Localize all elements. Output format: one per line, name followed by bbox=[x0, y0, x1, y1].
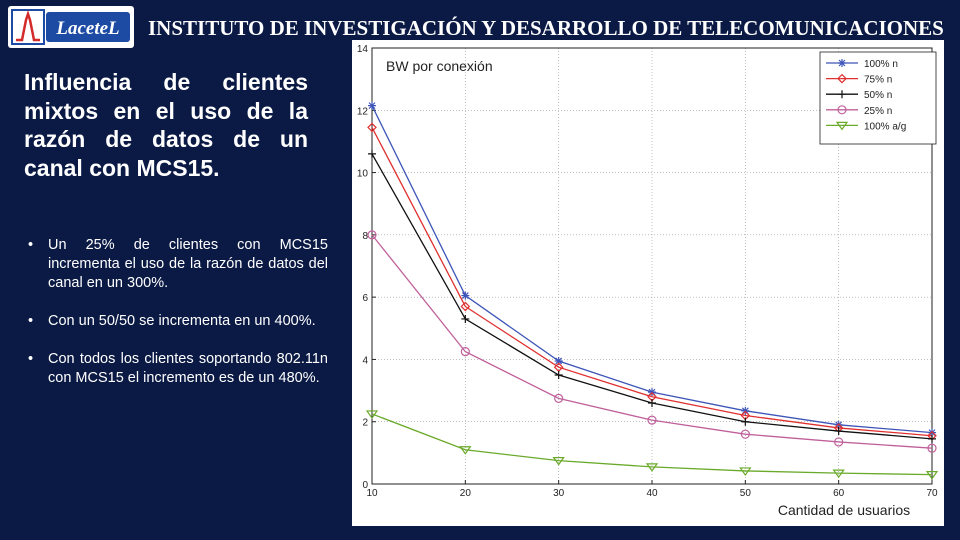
legend-label: 100% n bbox=[864, 59, 898, 70]
data-point bbox=[739, 467, 752, 476]
data-point bbox=[365, 410, 379, 419]
x-tick-label: 70 bbox=[926, 488, 938, 499]
series-line bbox=[371, 234, 933, 449]
x-axis-label: Cantidad de usuarios bbox=[748, 498, 940, 522]
y-tick-label: 14 bbox=[357, 44, 369, 55]
bullet-text: Con todos los clientes soportando 802.11… bbox=[48, 351, 328, 386]
data-point bbox=[645, 463, 659, 472]
legend-label: 100% a/g bbox=[864, 121, 906, 132]
y-tick-label: 2 bbox=[362, 418, 368, 429]
y-axis-label: BW por conexión bbox=[386, 58, 493, 74]
data-point bbox=[552, 457, 565, 466]
data-point bbox=[834, 420, 843, 429]
data-point bbox=[554, 393, 564, 403]
data-point bbox=[741, 417, 750, 426]
data-point bbox=[928, 428, 936, 437]
data-point bbox=[368, 101, 376, 110]
data-point bbox=[461, 314, 470, 323]
bullet-dot: • bbox=[28, 237, 34, 253]
data-point bbox=[927, 443, 937, 453]
data-point bbox=[647, 415, 657, 425]
y-tick-label: 8 bbox=[362, 231, 368, 242]
y-tick-label: 6 bbox=[362, 293, 368, 304]
header-title: INSTITUTO DE INVESTIGACIÓN Y DESARROLLO … bbox=[148, 16, 944, 40]
data-point bbox=[367, 230, 377, 240]
legend-box bbox=[819, 51, 937, 145]
x-tick-label: 50 bbox=[740, 488, 752, 499]
data-point bbox=[554, 371, 563, 379]
legend-label: 50% n bbox=[864, 90, 892, 101]
legend-marker bbox=[835, 121, 849, 131]
bullet-item: • Con todos los clientes soportando 802.1… bbox=[24, 350, 328, 388]
legend-label: 75% n bbox=[864, 75, 892, 86]
chart-plot: 10 20 30 40 50 60 70 0 2 4 6 8 10 12 14 100% n 75% n 50% … bbox=[357, 44, 939, 499]
logo-text: LaceteL bbox=[55, 18, 119, 39]
data-point bbox=[834, 427, 843, 436]
slide-title: Influencia de clientes mixtos en el uso … bbox=[24, 69, 308, 181]
x-tick-label: 60 bbox=[833, 488, 845, 499]
data-point bbox=[740, 429, 750, 439]
bullet-item: • Un 25% de clientes con MCS15 incrementa… bbox=[24, 236, 328, 293]
bullet-list: • Un 25% de clientes con MCS15 incrementa… bbox=[24, 236, 328, 407]
data-point bbox=[832, 469, 845, 479]
series-line bbox=[371, 413, 933, 476]
data-point bbox=[648, 399, 656, 408]
data-point bbox=[554, 356, 563, 365]
data-point bbox=[368, 149, 376, 158]
x-tick-label: 20 bbox=[460, 488, 472, 499]
data-point bbox=[834, 437, 844, 447]
data-point bbox=[461, 291, 470, 300]
y-tick-label: 10 bbox=[357, 169, 369, 180]
lacetel-logo-graphic: LaceteL bbox=[11, 9, 130, 45]
legend-marker bbox=[837, 105, 847, 115]
bullet-dot: • bbox=[28, 351, 34, 367]
x-tick-label: 10 bbox=[366, 488, 378, 499]
data-point bbox=[459, 446, 472, 455]
bullet-item: • Con un 50/50 se incrementa en un 400%. bbox=[24, 312, 328, 331]
lacetel-logo: LaceteL bbox=[8, 6, 134, 48]
chart: 10 20 30 40 50 60 70 0 2 4 6 8 10 12 14 100% n 75% n 50% … bbox=[352, 40, 944, 526]
legend-marker bbox=[838, 59, 846, 67]
data-point bbox=[460, 347, 470, 357]
data-point bbox=[925, 471, 939, 480]
data-point bbox=[367, 122, 377, 133]
bullet-dot: • bbox=[28, 313, 34, 329]
y-tick-label: 0 bbox=[362, 480, 368, 491]
y-tick-label: 4 bbox=[362, 355, 368, 366]
series-line bbox=[371, 105, 933, 434]
data-point bbox=[460, 301, 471, 312]
x-tick-label: 40 bbox=[646, 488, 658, 499]
data-point bbox=[928, 434, 936, 443]
legend-marker bbox=[838, 90, 846, 99]
legend-label: 25% n bbox=[864, 106, 892, 117]
legend-marker bbox=[837, 73, 847, 84]
x-tick-label: 30 bbox=[553, 488, 565, 499]
bullet-text: Con un 50/50 se incrementa en un 400%. bbox=[48, 313, 316, 329]
y-tick-label: 12 bbox=[357, 106, 369, 117]
bullet-text: Un 25% de clientes con MCS15 incrementa … bbox=[48, 237, 328, 291]
